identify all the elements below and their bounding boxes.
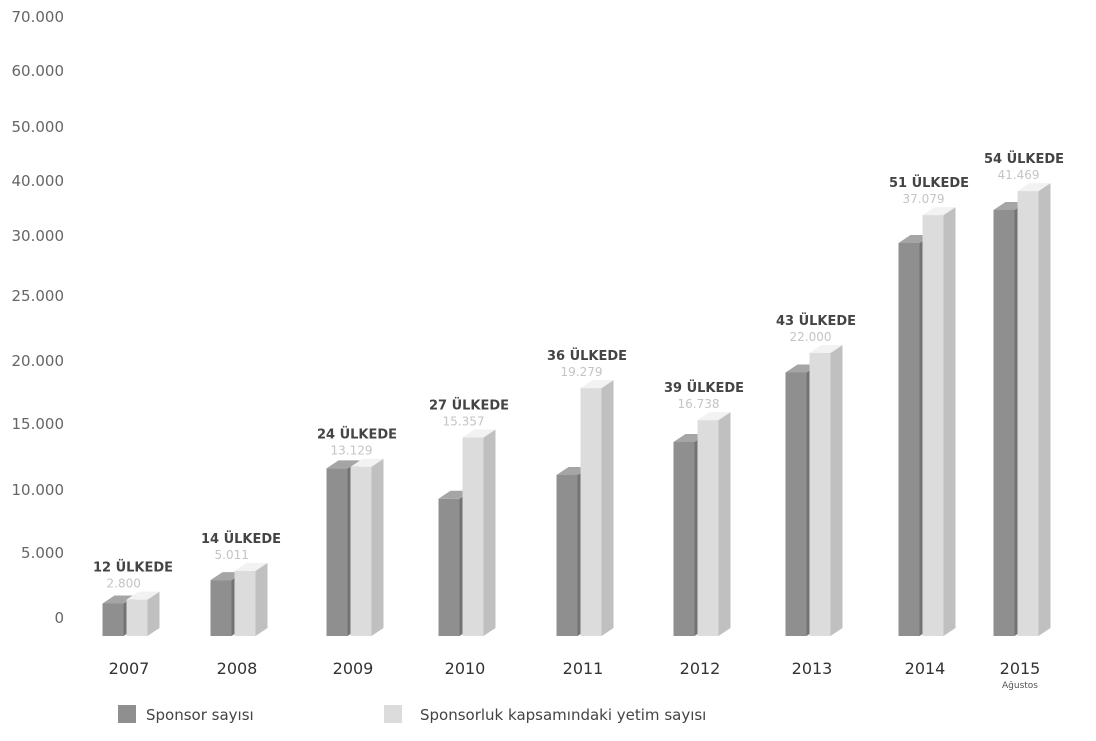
country-count-label: 51 ÜLKEDE bbox=[889, 175, 969, 191]
bar-orphan-2014 bbox=[923, 207, 956, 636]
legend-swatch bbox=[118, 705, 136, 723]
bar-orphan-2012-side bbox=[719, 412, 731, 636]
x-tick-label: 2011 bbox=[563, 659, 604, 678]
bar-orphan-2009-front bbox=[351, 467, 372, 636]
y-tick-label: 15.000 bbox=[12, 415, 65, 433]
bar-orphan-2012-front bbox=[698, 420, 719, 636]
legend: Sponsor sayısı Sponsorluk kapsamındaki ye… bbox=[118, 705, 706, 724]
value-label: 19.279 bbox=[561, 365, 603, 379]
y-tick-label: 10.000 bbox=[12, 481, 65, 499]
bar-sponsor-2014-front bbox=[899, 243, 920, 636]
bar-orphan-2013-side bbox=[831, 345, 843, 636]
bar-sponsor-2010-front bbox=[439, 499, 460, 636]
value-label: 5.011 bbox=[215, 548, 249, 562]
bar-orphan-2007 bbox=[127, 592, 160, 636]
bar-orphan-2011 bbox=[581, 380, 614, 636]
value-label: 37.079 bbox=[903, 192, 945, 206]
bar-orphan-2010-side bbox=[484, 430, 496, 636]
bar-orphan-2008 bbox=[235, 563, 268, 636]
country-count-label: 39 ÜLKEDE bbox=[664, 380, 744, 396]
value-label: 41.469 bbox=[998, 168, 1040, 182]
y-tick-label: 70.000 bbox=[12, 8, 65, 26]
country-count-label: 54 ÜLKEDE bbox=[984, 151, 1064, 167]
bar-orphan-2011-front bbox=[581, 388, 602, 636]
y-tick-label: 25.000 bbox=[12, 287, 65, 305]
bar-sponsor-2011-front bbox=[557, 475, 578, 636]
country-count-label: 14 ÜLKEDE bbox=[201, 531, 281, 547]
value-label: 15.357 bbox=[443, 415, 485, 429]
x-tick-label: 2015 bbox=[1000, 659, 1041, 678]
country-count-label: 24 ÜLKEDE bbox=[317, 427, 397, 443]
y-tick-label: 0 bbox=[54, 609, 64, 627]
bar-sponsor-2013-front bbox=[786, 373, 807, 637]
country-count-label: 36 ÜLKEDE bbox=[547, 348, 627, 364]
bar-orphan-2009 bbox=[351, 459, 384, 636]
bars bbox=[103, 183, 1051, 636]
x-tick-label: 2012 bbox=[680, 659, 721, 678]
bar-orphan-2014-front bbox=[923, 215, 944, 636]
x-tick-label: 2014 bbox=[905, 659, 946, 678]
bar-orphan-2013-front bbox=[810, 353, 831, 636]
legend-label: Sponsorluk kapsamındaki yetim sayısı bbox=[420, 706, 706, 724]
value-label: 13.129 bbox=[331, 444, 373, 458]
bar-sponsor-2007-front bbox=[103, 604, 124, 637]
bar-sponsor-2008-front bbox=[211, 580, 232, 636]
bar-orphan-2008-front bbox=[235, 571, 256, 636]
country-count-label: 27 ÜLKEDE bbox=[429, 398, 509, 414]
legend-swatch bbox=[384, 705, 402, 723]
x-tick-label: 2008 bbox=[217, 659, 258, 678]
value-label: 16.738 bbox=[678, 397, 720, 411]
bar-sponsor-2009-front bbox=[327, 468, 348, 636]
legend-label: Sponsor sayısı bbox=[146, 706, 254, 724]
bar-orphan-2014-side bbox=[944, 207, 956, 636]
bar-orphan-2009-side bbox=[372, 459, 384, 636]
bar-orphan-2007-front bbox=[127, 600, 148, 636]
x-tick-sublabel: Ağustos bbox=[1002, 681, 1038, 691]
bar-sponsor-2012-front bbox=[674, 442, 695, 636]
y-tick-label: 50.000 bbox=[12, 118, 65, 136]
x-tick-label: 2010 bbox=[445, 659, 486, 678]
value-label: 2.800 bbox=[107, 577, 141, 591]
bar-orphan-2015 bbox=[1018, 183, 1051, 636]
x-tick-label: 2013 bbox=[792, 659, 833, 678]
bar-sponsor-2015-front bbox=[994, 210, 1015, 636]
country-count-label: 12 ÜLKEDE bbox=[93, 560, 173, 576]
y-tick-label: 40.000 bbox=[12, 172, 65, 190]
y-tick-label: 30.000 bbox=[12, 227, 65, 245]
bar-orphan-2015-side bbox=[1039, 183, 1051, 636]
bar-orphan-2015-front bbox=[1018, 191, 1039, 636]
y-tick-label: 20.000 bbox=[12, 352, 65, 370]
y-tick-label: 5.000 bbox=[21, 544, 64, 562]
bar-orphan-2011-side bbox=[602, 380, 614, 636]
bar-orphan-2010-front bbox=[463, 438, 484, 636]
bar-orphan-2010 bbox=[463, 430, 496, 636]
x-tick-label: 2007 bbox=[109, 659, 150, 678]
bar-orphan-2012 bbox=[698, 412, 731, 636]
y-tick-label: 60.000 bbox=[12, 62, 65, 80]
bar-orphan-2008-side bbox=[256, 563, 268, 636]
country-count-label: 43 ÜLKEDE bbox=[776, 313, 856, 329]
y-axis: 0 5.000 10.000 15.000 20.000 25.000 30.000 40.0… bbox=[12, 8, 65, 627]
value-label: 22.000 bbox=[790, 330, 832, 344]
bar-orphan-2013 bbox=[810, 345, 843, 636]
x-tick-label: 2009 bbox=[333, 659, 374, 678]
x-axis: 2007 2008 2009 2010 2011 2012 2013 2014 2015 Ağus… bbox=[109, 659, 1041, 691]
